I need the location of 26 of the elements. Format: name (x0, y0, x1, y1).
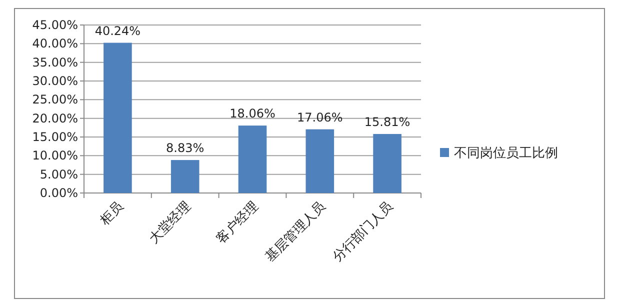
bar (104, 42, 132, 193)
bar (373, 134, 402, 193)
y-tick-label: 25.00% (32, 92, 78, 107)
y-tick-label: 45.00% (32, 18, 78, 32)
x-tick-label: 大堂经理 (146, 199, 194, 247)
data-label: 40.24% (94, 24, 141, 38)
y-tick-label: 15.00% (32, 130, 78, 144)
y-tick-label: 35.00% (32, 55, 78, 70)
data-label: 17.06% (297, 110, 343, 124)
y-tick-label: 40.00% (32, 36, 78, 51)
bar (170, 160, 200, 193)
y-tick-label: 10.00% (32, 148, 78, 163)
bar (238, 126, 267, 193)
data-label: 18.06% (230, 106, 276, 121)
data-label: 8.83% (166, 141, 204, 156)
x-tick-label: 客户经理 (213, 198, 262, 247)
y-tick-label: 0.00% (40, 186, 78, 200)
data-label: 15.81% (364, 114, 410, 129)
legend-label: 不同岗位员工比例 (454, 146, 558, 161)
y-tick-label: 20.00% (32, 111, 78, 126)
bar (306, 129, 334, 193)
y-tick-label: 30.00% (32, 74, 78, 88)
y-tick-label: 5.00% (40, 167, 78, 182)
x-tick-label: 柜员 (96, 199, 127, 229)
x-tick-label: 分行部门人员 (330, 198, 396, 265)
x-tick-label: 基层管理人员 (262, 199, 329, 265)
